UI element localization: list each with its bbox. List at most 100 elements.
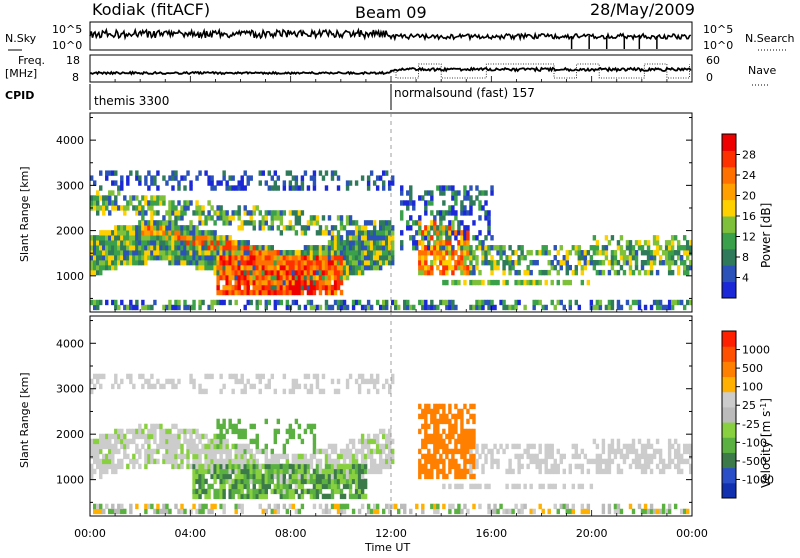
velocity-cell bbox=[384, 453, 389, 460]
velocity-cell bbox=[472, 413, 476, 420]
power-cell bbox=[670, 240, 675, 246]
power-cell bbox=[123, 255, 127, 261]
power-cell bbox=[282, 255, 287, 261]
velocity-cell bbox=[219, 493, 223, 500]
power-cell bbox=[309, 289, 314, 296]
power-cell bbox=[679, 259, 684, 266]
velocity-cell bbox=[171, 463, 175, 470]
power-cell bbox=[466, 225, 470, 231]
velocity-cell bbox=[297, 468, 302, 475]
power-cell bbox=[309, 274, 314, 281]
power-cell bbox=[315, 245, 320, 251]
power-cell bbox=[445, 304, 449, 311]
power-cell bbox=[285, 170, 290, 176]
power-cell bbox=[613, 269, 618, 276]
power-cell bbox=[421, 304, 425, 311]
power-cell bbox=[105, 240, 109, 246]
velocity-cell bbox=[117, 463, 121, 470]
power-cell bbox=[412, 240, 416, 246]
velocity-cell bbox=[240, 448, 244, 455]
velocity-cell bbox=[207, 453, 211, 460]
velocity-cell bbox=[472, 458, 476, 465]
velocity-cell bbox=[544, 448, 548, 455]
velocity-cell bbox=[204, 478, 208, 485]
power-cell bbox=[225, 180, 229, 186]
colorbar-tick-label: 24 bbox=[742, 169, 756, 182]
power-cell bbox=[138, 250, 142, 256]
power-cell bbox=[150, 205, 154, 211]
velocity-cell bbox=[664, 508, 669, 515]
velocity-cell bbox=[454, 458, 458, 465]
power-cell bbox=[424, 205, 428, 211]
power-cell bbox=[120, 255, 124, 261]
power-cell bbox=[601, 245, 606, 251]
power-cell bbox=[222, 235, 226, 241]
velocity-cell bbox=[535, 453, 539, 460]
velocity-cell bbox=[294, 383, 299, 390]
velocity-cell bbox=[324, 453, 329, 460]
freq-tick-top: 18 bbox=[66, 54, 80, 67]
power-cell bbox=[381, 259, 386, 266]
power-cell bbox=[514, 299, 518, 306]
velocity-cell bbox=[204, 488, 208, 495]
power-cell bbox=[240, 175, 244, 181]
power-cell bbox=[481, 250, 485, 256]
power-cell bbox=[243, 185, 247, 191]
velocity-cell bbox=[541, 458, 545, 465]
power-cell bbox=[246, 255, 250, 261]
power-cell bbox=[267, 210, 271, 216]
velocity-cell bbox=[207, 438, 211, 445]
velocity-cell bbox=[454, 468, 458, 475]
power-cell bbox=[234, 264, 238, 271]
power-cell bbox=[360, 235, 365, 241]
velocity-cell bbox=[240, 503, 244, 510]
power-cell bbox=[649, 269, 654, 276]
velocity-cell bbox=[117, 428, 121, 435]
power-cell bbox=[496, 279, 500, 286]
power-cell bbox=[682, 235, 687, 241]
velocity-cell bbox=[589, 483, 594, 490]
velocity-cell bbox=[664, 463, 669, 470]
radar-title: Kodiak (fitACF) bbox=[92, 0, 210, 19]
velocity-cell bbox=[264, 383, 268, 390]
velocity-cell bbox=[153, 433, 157, 440]
power-cell bbox=[318, 245, 323, 251]
power-cell bbox=[664, 250, 669, 256]
power-cell bbox=[342, 299, 347, 306]
velocity-cell bbox=[598, 458, 603, 465]
power-cell bbox=[219, 245, 223, 251]
power-cell bbox=[255, 304, 259, 311]
power-cell bbox=[108, 195, 112, 201]
velocity-cell bbox=[640, 443, 645, 450]
power-cell bbox=[204, 170, 208, 176]
power-cell bbox=[315, 255, 320, 261]
velocity-cell bbox=[219, 473, 223, 480]
velocity-cell bbox=[391, 438, 395, 445]
power-cell bbox=[114, 205, 118, 211]
power-cell bbox=[294, 264, 299, 271]
power-cell bbox=[451, 225, 455, 231]
velocity-cell bbox=[177, 508, 181, 515]
velocity-cell bbox=[324, 508, 329, 515]
power-cell bbox=[375, 255, 380, 261]
velocity-cell bbox=[613, 453, 618, 460]
power-cell bbox=[580, 255, 585, 261]
velocity-cell bbox=[312, 443, 317, 450]
velocity-cell bbox=[565, 503, 569, 510]
power-cell bbox=[279, 215, 284, 221]
velocity-cell bbox=[586, 508, 591, 515]
power-cell bbox=[628, 259, 633, 266]
power-cell bbox=[505, 279, 509, 286]
velocity-cell bbox=[598, 463, 603, 470]
power-cell bbox=[96, 255, 100, 261]
power-cell bbox=[138, 180, 142, 186]
velocity-colorbar-label-end: ] bbox=[759, 398, 773, 403]
power-cell bbox=[216, 245, 220, 251]
velocity-cell bbox=[252, 463, 256, 470]
power-cell bbox=[439, 240, 443, 246]
power-cell bbox=[327, 279, 332, 286]
power-cell bbox=[201, 240, 205, 246]
velocity-cell bbox=[433, 503, 437, 510]
power-cell bbox=[294, 180, 299, 186]
velocity-cell bbox=[327, 458, 332, 465]
